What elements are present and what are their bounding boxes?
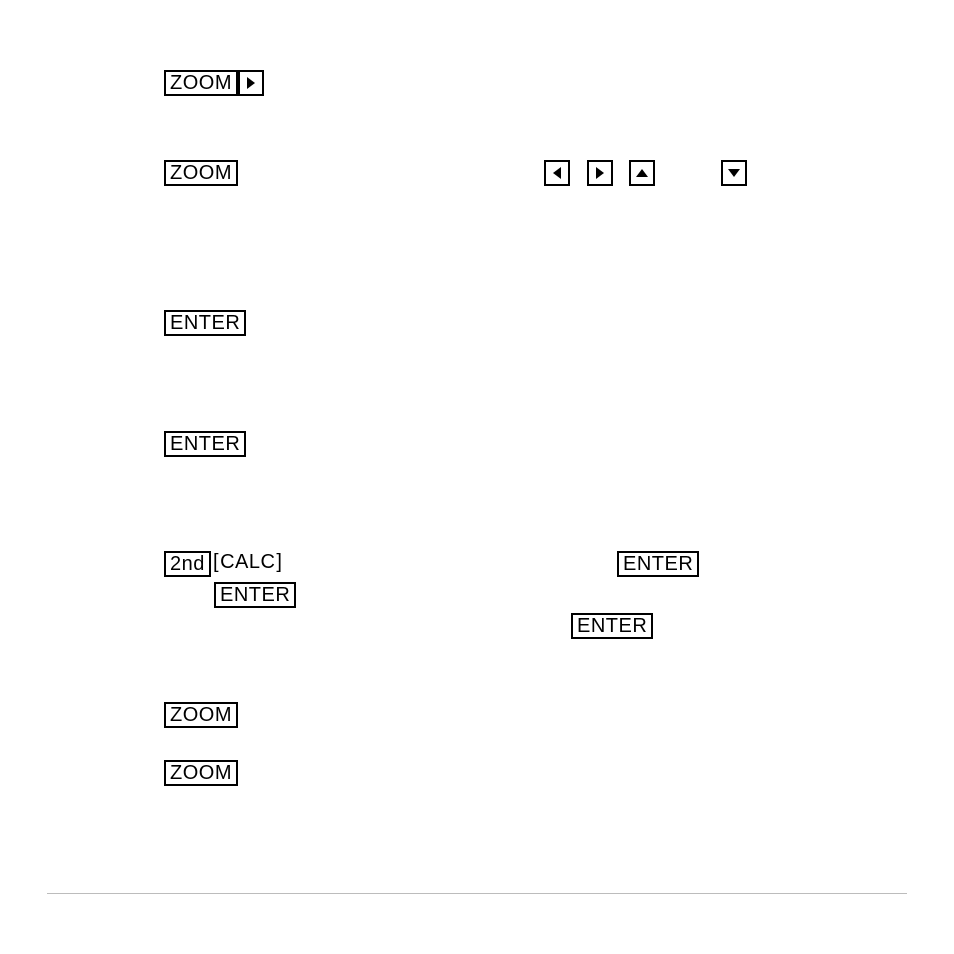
zoom-key: ZOOM bbox=[164, 70, 238, 96]
arrow-left-key bbox=[544, 160, 570, 186]
zoom-key: ZOOM bbox=[164, 760, 238, 786]
enter-key: ENTER bbox=[214, 582, 296, 608]
arrow-down-key bbox=[721, 160, 747, 186]
divider bbox=[47, 893, 907, 894]
arrow-right-key bbox=[238, 70, 264, 96]
enter-key: ENTER bbox=[164, 310, 246, 336]
enter-key: ENTER bbox=[164, 431, 246, 457]
enter-key: ENTER bbox=[617, 551, 699, 577]
calc-secondary-label: CALC bbox=[213, 551, 282, 573]
enter-key: ENTER bbox=[571, 613, 653, 639]
second-key: 2nd bbox=[164, 551, 211, 577]
zoom-key: ZOOM bbox=[164, 160, 238, 186]
zoom-key: ZOOM bbox=[164, 702, 238, 728]
arrow-up-key bbox=[629, 160, 655, 186]
page-root: { "geometry": { "page_w": 954, "page_h":… bbox=[0, 0, 954, 954]
arrow-right-key bbox=[587, 160, 613, 186]
